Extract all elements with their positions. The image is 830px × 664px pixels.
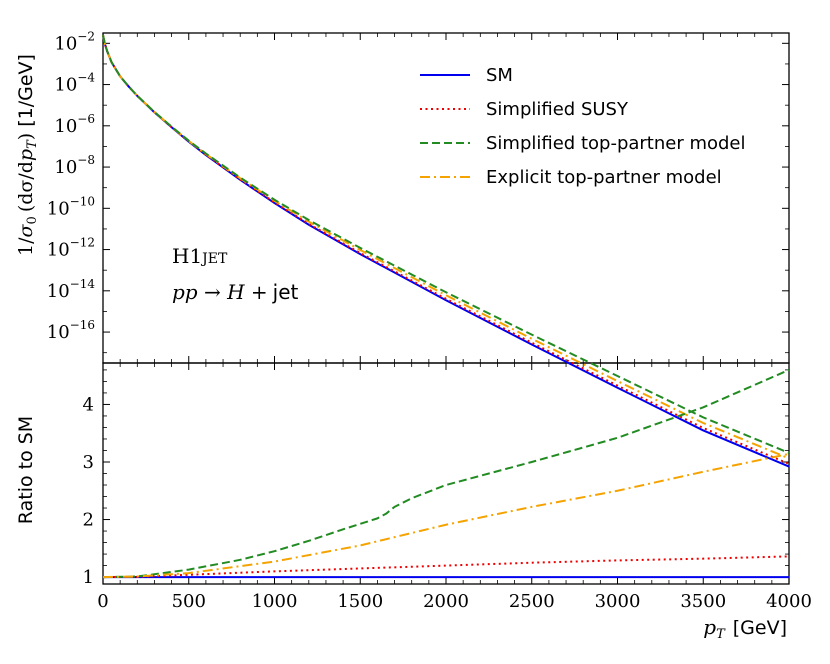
- upper-y-tick-label: 10−2: [54, 29, 95, 54]
- x-tick-label: 500: [172, 591, 206, 612]
- lower-y-tick-label: 4: [83, 394, 94, 415]
- lower-y-axis-label: Ratio to SM: [15, 416, 37, 524]
- legend-label: Simplified SUSY: [486, 99, 629, 120]
- upper-y-tick-label: 10−14: [47, 277, 96, 302]
- tick-marks: [102, 33, 790, 584]
- upper-y-tick-label: 10−6: [54, 112, 95, 137]
- legend-label: Simplified top-partner model: [486, 133, 746, 154]
- x-axis-label: pT [GeV]: [703, 615, 787, 642]
- upper-y-tick-labels: 10−2 10−4 10−6 10−8 10−10 10−12 10−14 10−16: [47, 29, 96, 343]
- x-tick-label: 1500: [337, 591, 383, 612]
- upper-y-tick-label: 10−8: [54, 153, 95, 178]
- lower-series-line: [102, 452, 790, 579]
- upper-panel-frame: [102, 32, 790, 364]
- x-tick-label: 4000: [766, 591, 812, 612]
- x-tick-label: 2500: [509, 591, 555, 612]
- upper-y-tick-label: 10−10: [47, 194, 95, 219]
- lower-y-tick-label: 3: [83, 452, 94, 473]
- x-tick-label: 2000: [423, 591, 469, 612]
- lower-y-tick-labels: 1 2 3 4: [83, 394, 94, 588]
- upper-series-line: [102, 34, 790, 460]
- upper-series-line: [102, 34, 790, 465]
- x-tick-label: 3000: [595, 591, 641, 612]
- legend-label: SM: [486, 65, 513, 86]
- lower-series-line: [102, 368, 790, 579]
- upper-y-axis-label: 1/σ0(dσ/dpT)[1/GeV]: [15, 54, 40, 256]
- legend-label: Explicit top-partner model: [486, 167, 722, 188]
- upper-y-tick-label: 10−12: [47, 236, 95, 261]
- upper-y-tick-label: 10−16: [47, 318, 95, 343]
- upper-series-line: [102, 34, 790, 454]
- annotation-h1jet: H1JET: [172, 244, 228, 268]
- x-tick-labels: 0 500 1000 1500 2000 2500 3000 3500 4000: [97, 591, 812, 612]
- upper-series-group: [102, 34, 790, 468]
- lower-y-tick-label: 2: [83, 510, 94, 531]
- legend: SM Simplified SUSY Simplified top-partner …: [420, 65, 746, 188]
- upper-y-tick-label: 10−4: [54, 71, 95, 96]
- x-tick-label: 1000: [252, 591, 298, 612]
- lower-panel-frame: [102, 362, 790, 585]
- annotation-process: pp → H + jet: [172, 280, 299, 304]
- lower-y-tick-label: 1: [83, 567, 94, 588]
- lower-series-group: [102, 368, 790, 579]
- x-tick-label: 0: [97, 591, 108, 612]
- x-tick-label: 3500: [680, 591, 726, 612]
